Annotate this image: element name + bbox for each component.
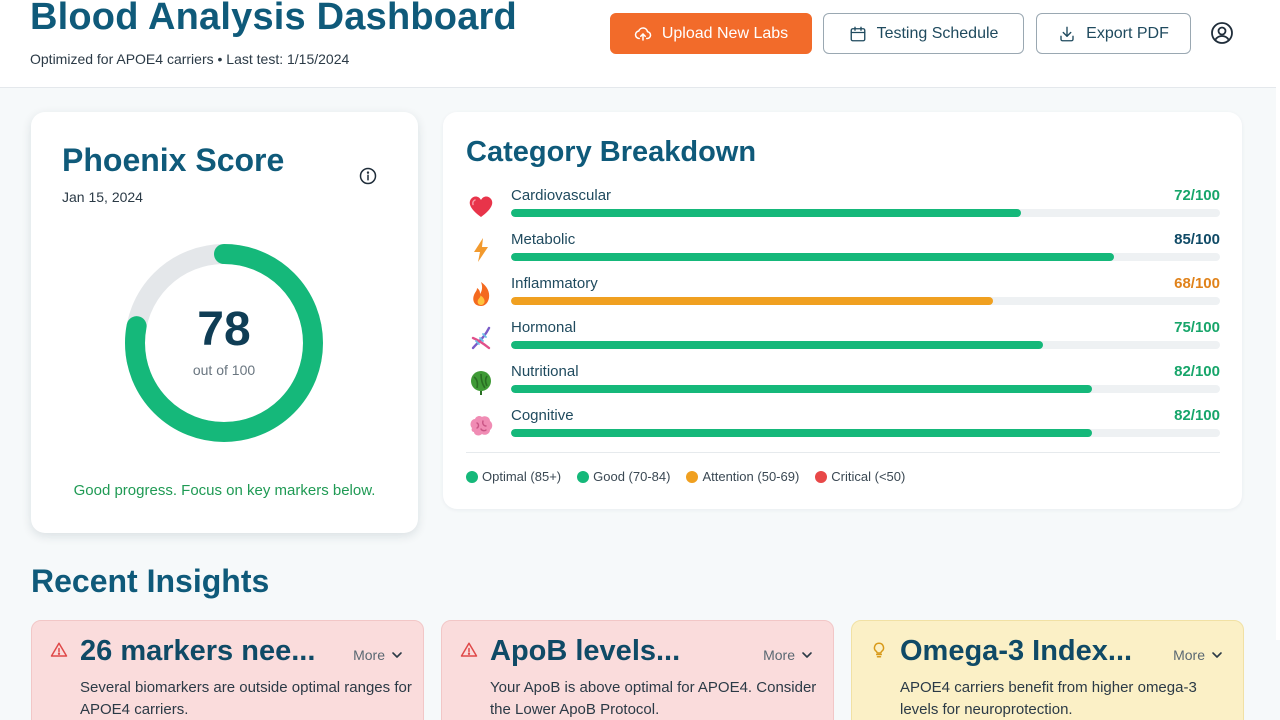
category-bar-track bbox=[511, 253, 1220, 261]
top-header: Blood Analysis Dashboard Optimized for A… bbox=[0, 0, 1280, 88]
insight-body: Your ApoB is above optimal for APOE4. Co… bbox=[490, 679, 817, 718]
legend-dot bbox=[577, 470, 590, 483]
category-name: Nutritional bbox=[511, 363, 579, 380]
category-score: 82/100 bbox=[1174, 407, 1220, 424]
category-bar-track bbox=[511, 297, 1220, 305]
category-bar-fill bbox=[511, 297, 994, 305]
insight-card[interactable]: ApoB levels... More Your ApoB is above opt… bbox=[441, 620, 834, 720]
category-bar-fill bbox=[511, 209, 1022, 217]
legend-item: Attention (50-69) bbox=[686, 469, 799, 484]
category-score: 72/100 bbox=[1174, 187, 1220, 204]
heart-icon bbox=[469, 196, 493, 217]
score-out-of: out of 100 bbox=[192, 362, 256, 378]
chevron-down-icon bbox=[392, 652, 402, 658]
page-title: Blood Analysis Dashboard bbox=[30, 0, 517, 38]
insight-title: Omega-3 Index... bbox=[900, 635, 1133, 667]
calendar-icon bbox=[850, 26, 865, 41]
category-breakdown-card: Category Breakdown Cardiovascular 72/100 M… bbox=[443, 112, 1242, 509]
insight-card[interactable]: 26 markers nee... More Several biomarkers … bbox=[31, 620, 424, 720]
category-bar-track bbox=[511, 385, 1220, 393]
score-ring bbox=[125, 244, 323, 442]
category-bar-track bbox=[511, 209, 1220, 217]
category-row-hormonal[interactable]: Hormonal 75/100 bbox=[466, 319, 1220, 363]
insight-body: Several biomarkers are outside optimal r… bbox=[80, 679, 412, 718]
category-bar-fill bbox=[511, 341, 1043, 349]
legend-dot bbox=[815, 470, 828, 483]
category-name: Inflammatory bbox=[511, 275, 598, 292]
brain-icon bbox=[470, 415, 493, 436]
legend-item: Critical (<50) bbox=[815, 469, 905, 484]
score-value: 78 bbox=[197, 303, 251, 356]
category-row-nutritional[interactable]: Nutritional 82/100 bbox=[466, 363, 1220, 407]
insight-more-button[interactable]: More bbox=[353, 647, 403, 663]
testing-schedule-label: Testing Schedule bbox=[876, 24, 999, 42]
score-date: Jan 15, 2024 bbox=[62, 189, 143, 205]
download-icon bbox=[1060, 26, 1074, 41]
insight-title: 26 markers nee... bbox=[80, 635, 316, 667]
category-bar-track bbox=[511, 341, 1220, 349]
legend-label: Optimal (85+) bbox=[482, 469, 562, 484]
category-bar-fill bbox=[511, 429, 1093, 437]
recent-insights-title: Recent Insights bbox=[31, 563, 270, 599]
category-row-inflammatory[interactable]: Inflammatory 68/100 bbox=[466, 275, 1220, 319]
warning-icon bbox=[460, 641, 478, 659]
legend-label: Critical (<50) bbox=[831, 469, 906, 484]
dna-icon bbox=[471, 326, 491, 350]
flame-icon bbox=[473, 282, 490, 306]
legend-item: Good (70-84) bbox=[577, 469, 670, 484]
category-score: 68/100 bbox=[1174, 275, 1220, 292]
cloud-upload-icon bbox=[634, 26, 652, 41]
lightbulb-icon bbox=[870, 641, 888, 659]
category-name: Cardiovascular bbox=[511, 187, 612, 204]
category-divider bbox=[466, 452, 1220, 453]
insight-more-button[interactable]: More bbox=[763, 647, 813, 663]
insight-title: ApoB levels... bbox=[490, 635, 681, 667]
legend-dot bbox=[466, 470, 478, 483]
category-row-metabolic[interactable]: Metabolic 85/100 bbox=[466, 231, 1220, 275]
category-row-cardiovascular[interactable]: Cardiovascular 72/100 bbox=[466, 187, 1220, 231]
chevron-down-icon bbox=[802, 652, 812, 658]
testing-schedule-button[interactable]: Testing Schedule bbox=[823, 13, 1024, 54]
insight-more-button[interactable]: More bbox=[1173, 647, 1223, 663]
category-bar-fill bbox=[511, 385, 1093, 393]
insight-more-label: More bbox=[763, 647, 795, 663]
score-ring-progress bbox=[125, 244, 323, 442]
category-score: 75/100 bbox=[1174, 319, 1220, 336]
category-score: 85/100 bbox=[1174, 231, 1220, 248]
insight-more-label: More bbox=[1173, 647, 1205, 663]
score-note: Good progress. Focus on key markers belo… bbox=[73, 482, 376, 499]
legend-item: Optimal (85+) bbox=[466, 469, 561, 484]
insight-body: APOE4 carriers benefit from higher omega… bbox=[900, 679, 1197, 718]
category-breakdown-title: Category Breakdown bbox=[466, 136, 757, 168]
insight-card[interactable]: Omega-3 Index... More APOE4 carriers benef… bbox=[851, 620, 1244, 720]
category-score: 82/100 bbox=[1174, 363, 1220, 380]
phoenix-score-card: Phoenix Score Jan 15, 2024 78 out of 100… bbox=[31, 112, 418, 533]
page-subtitle: Optimized for APOE4 carriers • Last test… bbox=[30, 51, 350, 67]
category-bar-fill bbox=[511, 253, 1114, 261]
score-title: Phoenix Score bbox=[62, 142, 285, 178]
export-pdf-button[interactable]: Export PDF bbox=[1036, 13, 1191, 54]
info-icon[interactable] bbox=[359, 167, 377, 185]
upload-labs-label: Upload New Labs bbox=[661, 24, 789, 42]
category-name: Hormonal bbox=[511, 319, 577, 336]
chevron-down-icon bbox=[1212, 652, 1222, 658]
insight-more-label: More bbox=[353, 647, 385, 663]
leaf-icon bbox=[471, 371, 491, 395]
legend-label: Attention (50-69) bbox=[702, 469, 800, 484]
lightning-icon bbox=[474, 238, 488, 262]
user-profile-icon[interactable] bbox=[1210, 21, 1234, 45]
category-row-cognitive[interactable]: Cognitive 82/100 bbox=[466, 407, 1220, 451]
legend-dot bbox=[686, 470, 699, 483]
category-legend: Optimal (85+) Good (70-84) Attention (50-6… bbox=[466, 469, 905, 484]
category-bar-track bbox=[511, 429, 1220, 437]
upload-labs-button[interactable]: Upload New Labs bbox=[610, 13, 812, 54]
category-name: Cognitive bbox=[511, 407, 574, 424]
warning-icon bbox=[50, 641, 68, 659]
legend-label: Good (70-84) bbox=[593, 469, 671, 484]
export-pdf-label: Export PDF bbox=[1086, 24, 1169, 42]
scrollbar-edge bbox=[1276, 0, 1280, 640]
category-name: Metabolic bbox=[511, 231, 576, 248]
